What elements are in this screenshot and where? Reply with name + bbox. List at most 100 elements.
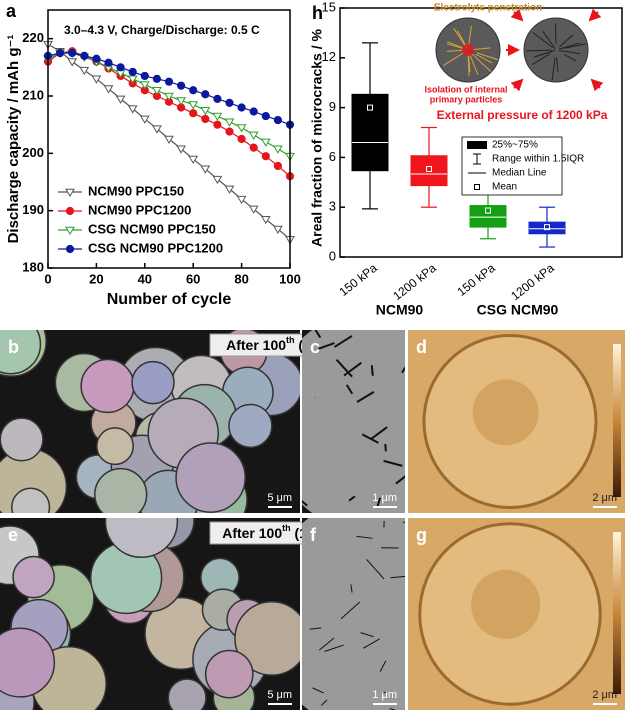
data-point: [236, 195, 247, 205]
legend-marker: [65, 188, 75, 197]
data-point: [116, 63, 125, 72]
schematic-label: primary particles: [430, 94, 503, 104]
panel-label: c: [310, 337, 320, 357]
sem-particle: [12, 555, 55, 599]
data-point: [139, 115, 150, 124]
x-tick-label: 80: [234, 271, 248, 286]
schematic-crack: [532, 53, 551, 65]
data-point: [80, 51, 89, 60]
pressure-arrow: [588, 8, 602, 22]
micrograph-content: [0, 518, 300, 710]
y-tick-label: 9: [329, 99, 336, 114]
data-point: [152, 86, 162, 96]
sem-crack: [389, 708, 397, 710]
legend-label: NCM90 PPC1200: [88, 202, 191, 217]
sem-crack: [350, 584, 353, 593]
schematic-crack: [564, 43, 586, 49]
schematic-crack: [475, 53, 493, 64]
legend-swatch: [474, 184, 480, 190]
data-point: [79, 66, 90, 76]
mean-marker: [367, 104, 373, 111]
schematic-label: Electrolyte penetration: [434, 3, 542, 14]
x-axis-title: Number of cycle: [107, 291, 232, 308]
schematic-particle: [523, 17, 589, 83]
sem-crack: [370, 365, 374, 376]
sem-particle: [104, 518, 179, 559]
sem-particle: [0, 417, 44, 462]
y-axis-title: Discharge capacity / mAh g⁻¹: [5, 35, 22, 244]
schematic-crack: [542, 31, 556, 50]
sem-crack: [401, 366, 405, 374]
micrograph: c 1 μm: [302, 330, 405, 513]
sem-crack: [345, 384, 354, 395]
pressure-arrow: [510, 78, 524, 92]
data-point: [67, 58, 78, 67]
data-point: [261, 152, 270, 161]
x-tick-label: 60: [186, 271, 200, 286]
data-point: [104, 58, 113, 67]
y-tick-label: 12: [322, 49, 336, 64]
x-tick-label: 0: [44, 271, 51, 286]
panel-label: a: [6, 1, 17, 21]
sem-particle: [175, 442, 246, 513]
data-point: [224, 185, 235, 194]
mean-marker: [485, 207, 491, 214]
data-point: [213, 120, 222, 129]
data-point: [152, 74, 161, 83]
box: [351, 93, 389, 172]
schematic-crack: [476, 52, 499, 61]
sem-crack: [356, 391, 375, 403]
scale-bar-label: 1 μm: [372, 492, 397, 504]
scale-bar-label: 5 μm: [267, 689, 292, 701]
sem-particle: [0, 330, 42, 375]
schematic-crack: [563, 54, 577, 62]
data-point: [128, 67, 137, 77]
sem-crack: [324, 644, 344, 652]
data-point: [224, 118, 235, 127]
legend-marker: [65, 206, 75, 216]
micrograph: g 2 μm: [408, 518, 625, 710]
y-tick-label: 180: [22, 259, 44, 274]
sem-crack: [340, 601, 361, 620]
schematic-crack: [472, 47, 491, 51]
data-point: [249, 107, 258, 116]
data-point: [188, 101, 199, 110]
sem-particle: [302, 518, 405, 710]
schematic-crack: [446, 43, 465, 50]
x-tick-label: 40: [138, 271, 152, 286]
legend-label: 25%~75%: [492, 140, 538, 151]
y-tick-label: 190: [22, 202, 44, 217]
afm-core: [472, 379, 539, 446]
schematic-crack: [559, 49, 581, 55]
afm-core: [471, 569, 541, 639]
sem-particle: [228, 403, 273, 449]
data-point: [189, 109, 198, 118]
schematic-crack: [469, 53, 479, 75]
micrograph: d 2 μm: [408, 330, 625, 513]
data-point: [115, 95, 126, 104]
sem-particle: [0, 448, 68, 513]
schematic-crack: [556, 57, 559, 72]
sem-particle: [234, 601, 300, 676]
sem-particle: [11, 487, 51, 513]
data-point: [225, 98, 234, 107]
sem-crack: [309, 627, 322, 630]
data-point: [249, 143, 258, 152]
data-point: [164, 77, 174, 86]
data-point: [213, 94, 222, 103]
schematic-label: Isolation of internal: [424, 84, 507, 94]
legend-swatch: [467, 141, 487, 149]
data-point: [176, 97, 186, 106]
y-tick-label: 15: [322, 0, 336, 14]
caption-part: th: [282, 523, 291, 533]
sem-crack: [383, 459, 403, 467]
panel-label: d: [416, 337, 427, 357]
sem-particle: [0, 627, 56, 698]
sem-crack: [321, 699, 328, 706]
schematic-crack: [442, 51, 466, 67]
data-point: [237, 103, 246, 112]
box: [469, 205, 507, 228]
sem-crack: [360, 632, 374, 638]
schematic-crack: [533, 50, 552, 58]
data-point: [201, 90, 210, 99]
